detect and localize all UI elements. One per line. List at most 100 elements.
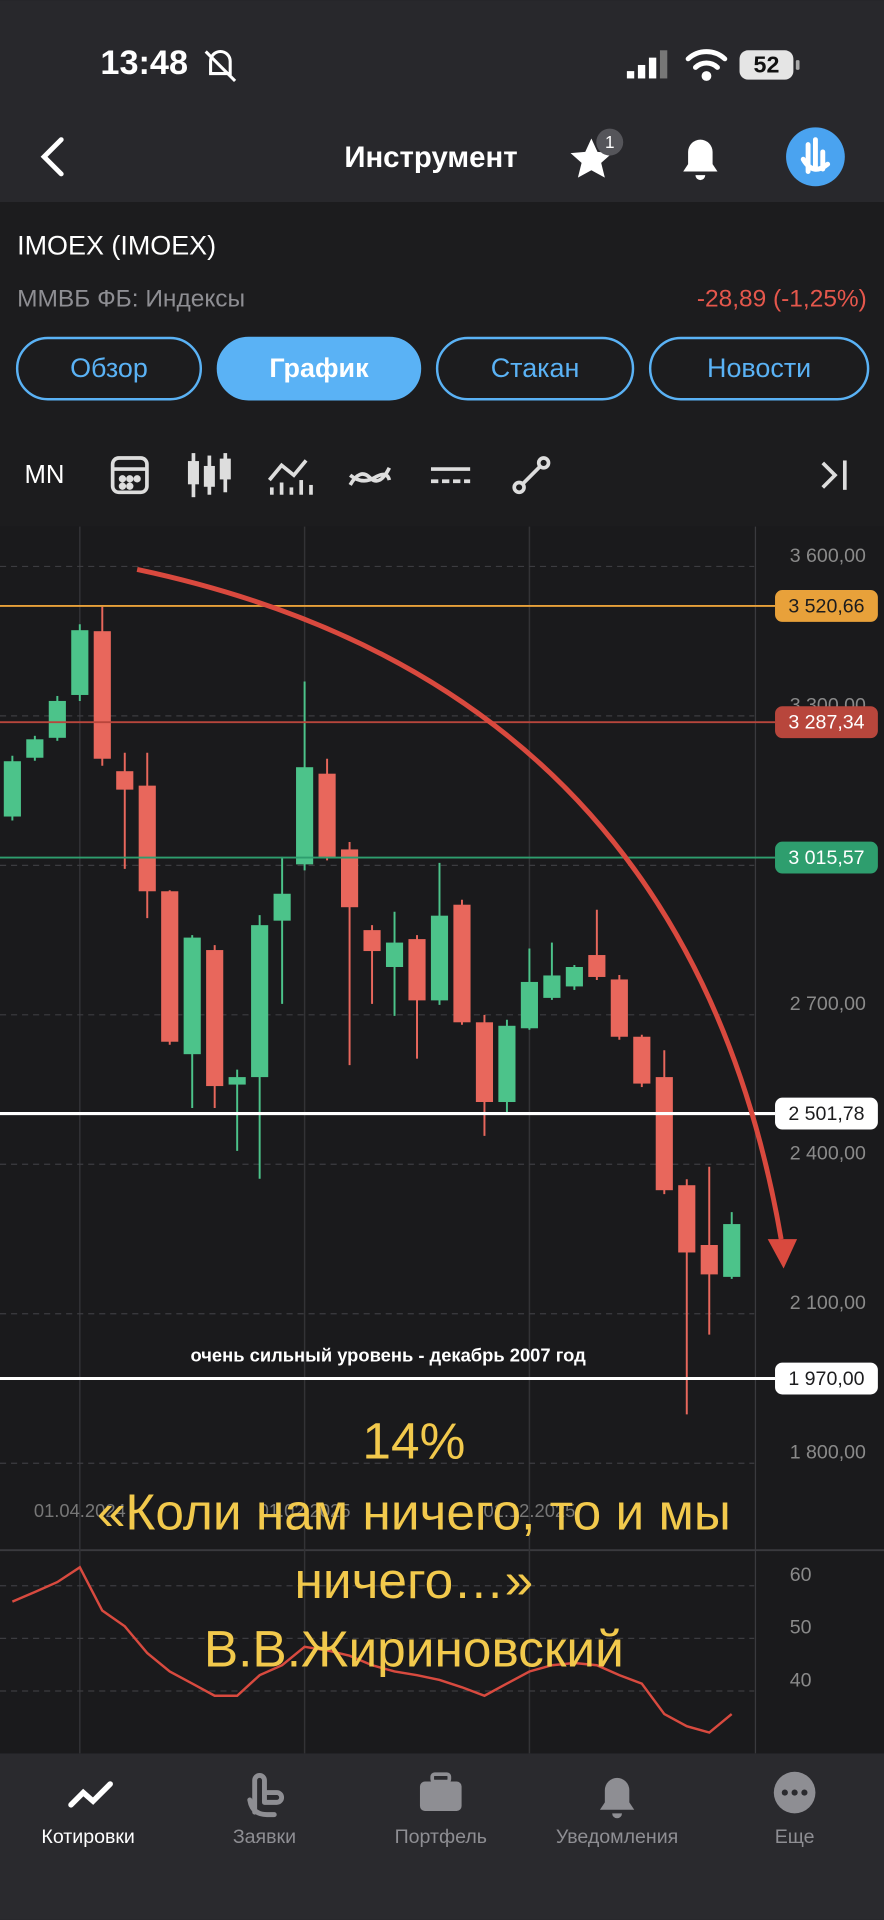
signal-icon: [626, 50, 668, 79]
candle-body: [543, 975, 561, 998]
overlay-text: 14% «Коли нам ничего, то и мы ничего…» В.В.…: [97, 1411, 731, 1677]
level-tag: [775, 841, 878, 874]
y-tick-label: 40: [790, 1669, 812, 1691]
tab-label: Обзор: [70, 353, 148, 383]
favorite-badge: [596, 128, 624, 156]
candle-body: [655, 1077, 673, 1191]
nav-item[interactable]: Еще: [775, 1826, 815, 1848]
indicator-line: [11, 1565, 733, 1734]
back-button[interactable]: [40, 137, 64, 177]
level-tag: [775, 1362, 878, 1395]
candle-body: [138, 785, 156, 892]
battery-tip: [795, 60, 800, 70]
level-label: 3 287,34: [788, 712, 864, 734]
candle-body: [430, 915, 449, 1001]
mute-icon: [204, 49, 237, 82]
level-label: 2 501,78: [788, 1103, 864, 1125]
status-time: 13:48: [100, 44, 188, 82]
y-tick-label: 2 100,00: [790, 1292, 866, 1314]
price-change: -28,89 (-1,25%): [697, 286, 867, 313]
candle-body: [318, 773, 336, 857]
candle-body: [93, 631, 111, 759]
candle-body: [228, 1077, 246, 1085]
nav-item[interactable]: Заявки: [233, 1826, 296, 1848]
candle-body: [453, 904, 471, 1023]
instrument-exchange: ММВБ ФБ: Индексы: [17, 286, 245, 313]
candle-body: [161, 891, 179, 1042]
candle-body: [183, 937, 201, 1055]
level-label: 1 970,00: [788, 1368, 864, 1390]
candle-body: [408, 939, 426, 1001]
x-tick-label: 01.12.2025: [483, 1500, 575, 1521]
interval-button[interactable]: MN: [24, 461, 64, 489]
candle-body: [206, 950, 224, 1087]
overlay-line: ничего…»: [294, 1551, 533, 1609]
candle-body: [700, 1244, 718, 1275]
candle-body: [678, 1185, 696, 1253]
plot: 1 800,002 100,002 400,002 700,003 000,00…: [0, 526, 884, 1754]
tab[interactable]: [435, 336, 635, 401]
candle-body: [588, 955, 606, 977]
drawing-button[interactable]: [512, 456, 551, 495]
overlay-line: В.В.Жириновский: [204, 1620, 624, 1678]
tab-label: Новости: [707, 353, 811, 383]
avatar-glyph: [800, 137, 831, 174]
nav-item[interactable]: Уведомления: [556, 1826, 678, 1848]
y-tick-label: 2 700,00: [790, 993, 866, 1015]
battery: [739, 50, 794, 80]
annotation-arrowhead: [767, 1239, 798, 1269]
overlay-line: 14%: [362, 1411, 465, 1469]
candle-body: [363, 930, 381, 952]
x-tick-label: 01.02.2025: [259, 1500, 351, 1521]
tab-label: Стакан: [491, 353, 580, 383]
candle-body: [520, 981, 538, 1029]
calendar-button[interactable]: [110, 456, 149, 495]
compare-button[interactable]: [348, 466, 392, 486]
scroll-end-button[interactable]: [821, 460, 847, 490]
annotation-arrow: [136, 567, 784, 1240]
wifi-icon: [685, 49, 728, 81]
x-tick-label: 01.04.2024: [34, 1500, 126, 1521]
candle-body: [3, 761, 21, 817]
battery-level: 52: [754, 51, 780, 77]
favorite-badge-count: 1: [605, 132, 615, 152]
tab[interactable]: [216, 336, 422, 401]
level-tag: [775, 1097, 878, 1130]
y-tick-label: 3 600,00: [790, 545, 866, 567]
chart-bg: [0, 526, 884, 1754]
nav-icon-more: [773, 1771, 816, 1814]
nav-item[interactable]: Портфель: [395, 1826, 487, 1848]
nav-icon-quotes: [68, 1781, 113, 1808]
nav-icon-portfolio: [419, 1772, 462, 1811]
y-tick-label: 50: [790, 1617, 812, 1639]
indicators-button[interactable]: [267, 459, 313, 495]
y-tick-label: 60: [790, 1564, 812, 1586]
tab[interactable]: [648, 336, 870, 401]
header-title: Инструмент: [344, 141, 517, 174]
favorite-button[interactable]: [570, 138, 613, 178]
candle-body: [251, 925, 269, 1078]
candle-body: [723, 1224, 741, 1277]
y-tick-label: 2 400,00: [790, 1143, 866, 1165]
y-tick-label: 1 800,00: [790, 1442, 866, 1464]
tabs: Обзор График Стакан Новости: [15, 336, 870, 401]
candle-body: [48, 700, 66, 738]
bottom-nav: Котировки Заявки Портфель Уведомления Еще: [41, 1826, 814, 1848]
instrument-name: IMOEX (IMOEX): [17, 231, 216, 261]
chart-type-button[interactable]: [187, 453, 231, 498]
nav-item[interactable]: Котировки: [41, 1826, 134, 1848]
nav-icon-notifications: [599, 1777, 635, 1819]
tab[interactable]: [15, 336, 203, 401]
top-bar-bg: [0, 0, 884, 203]
candle-body: [340, 849, 359, 908]
candle-body: [475, 1022, 494, 1103]
candle-body: [498, 1025, 516, 1103]
annotation: очень сильный уровень - декабрь 2007 год: [191, 1345, 587, 1366]
levels-button[interactable]: [430, 467, 471, 484]
level-tag: [775, 706, 878, 739]
tab-label: График: [269, 353, 369, 383]
level-label: 3 015,57: [788, 847, 864, 869]
notifications-button[interactable]: [683, 139, 718, 181]
level-label: 3 520,66: [788, 595, 864, 617]
